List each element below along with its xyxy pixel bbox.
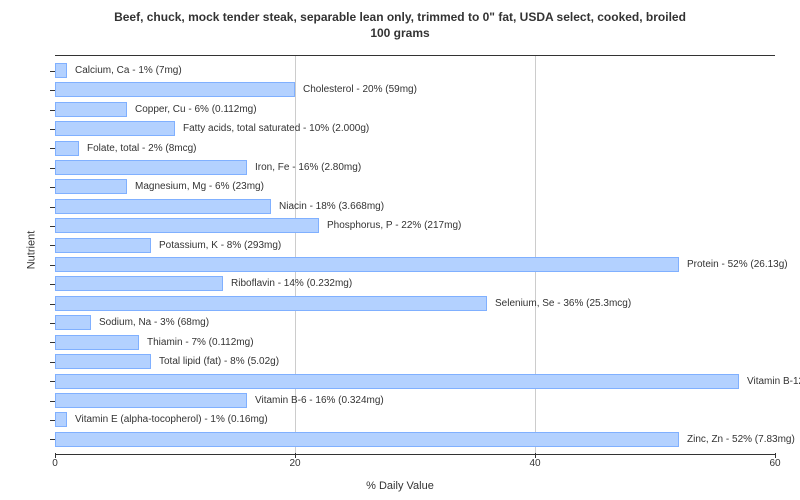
bar-label: Cholesterol - 20% (59mg) [297,81,417,98]
bar-row: Zinc, Zn - 52% (7.83mg) [55,431,775,448]
bar-row: Phosphorus, P - 22% (217mg) [55,217,775,234]
bar-label: Iron, Fe - 16% (2.80mg) [249,159,361,176]
y-tick-mark [50,381,55,382]
y-tick-mark [50,90,55,91]
y-tick-mark [50,265,55,266]
bar-label: Vitamin B-12 - 57% (3.42mcg) [741,373,800,390]
y-tick-mark [50,110,55,111]
bar-label: Calcium, Ca - 1% (7mg) [69,62,182,79]
bar-row: Sodium, Na - 3% (68mg) [55,314,775,331]
title-line2: 100 grams [370,26,429,40]
bar-row: Calcium, Ca - 1% (7mg) [55,62,775,79]
bar [55,393,247,408]
x-tick-label: 20 [289,458,300,469]
x-tick-label: 60 [769,458,780,469]
bar [55,315,91,330]
bar-label: Protein - 52% (26.13g) [681,256,788,273]
bar-label: Folate, total - 2% (8mcg) [81,140,196,157]
y-tick-mark [50,284,55,285]
y-tick-mark [50,207,55,208]
y-tick-mark [50,245,55,246]
title-line1: Beef, chuck, mock tender steak, separabl… [114,10,686,24]
bar [55,412,67,427]
chart-title: Beef, chuck, mock tender steak, separabl… [0,10,800,41]
y-axis-label: Nutrient [25,231,37,270]
bar-row: Riboflavin - 14% (0.232mg) [55,275,775,292]
bar [55,82,295,97]
bar-label: Zinc, Zn - 52% (7.83mg) [681,431,795,448]
bar-row: Vitamin E (alpha-tocopherol) - 1% (0.16m… [55,411,775,428]
bar [55,102,127,117]
y-tick-mark [50,168,55,169]
bar [55,160,247,175]
bar-label: Thiamin - 7% (0.112mg) [141,334,254,351]
bar-label: Riboflavin - 14% (0.232mg) [225,275,352,292]
y-tick-mark [50,148,55,149]
bar-row: Iron, Fe - 16% (2.80mg) [55,159,775,176]
bar-label: Fatty acids, total saturated - 10% (2.00… [177,120,369,137]
bar-label: Selenium, Se - 36% (25.3mcg) [489,295,631,312]
bar [55,296,487,311]
bar [55,63,67,78]
bar-label: Copper, Cu - 6% (0.112mg) [129,101,257,118]
x-tick-label: 40 [529,458,540,469]
y-tick-mark [50,129,55,130]
bar-label: Vitamin B-6 - 16% (0.324mg) [249,392,384,409]
bar-row: Protein - 52% (26.13g) [55,256,775,273]
y-tick-mark [50,304,55,305]
bar-row: Potassium, K - 8% (293mg) [55,237,775,254]
bar [55,199,271,214]
bar-row: Vitamin B-12 - 57% (3.42mcg) [55,373,775,390]
bar [55,257,679,272]
y-tick-mark [50,362,55,363]
x-axis-label: % Daily Value [0,480,800,492]
x-axis-ticks: 0204060 [55,458,775,478]
bar-row: Copper, Cu - 6% (0.112mg) [55,101,775,118]
bar [55,238,151,253]
bar [55,354,151,369]
y-tick-mark [50,226,55,227]
bar-label: Niacin - 18% (3.668mg) [273,198,384,215]
bars-container: Calcium, Ca - 1% (7mg) Cholesterol - 20% … [55,62,775,448]
bar-label: Potassium, K - 8% (293mg) [153,237,281,254]
bar [55,218,319,233]
y-tick-mark [50,439,55,440]
bar [55,432,679,447]
bar-row: Cholesterol - 20% (59mg) [55,81,775,98]
bar-row: Niacin - 18% (3.668mg) [55,198,775,215]
plot-area: Calcium, Ca - 1% (7mg) Cholesterol - 20% … [55,55,775,455]
nutrient-chart: Beef, chuck, mock tender steak, separabl… [0,0,800,500]
x-tick-label: 0 [52,458,58,469]
y-tick-mark [50,323,55,324]
y-tick-mark [50,187,55,188]
y-tick-mark [50,401,55,402]
bar [55,335,139,350]
bar-row: Total lipid (fat) - 8% (5.02g) [55,353,775,370]
bar [55,141,79,156]
bar-row: Magnesium, Mg - 6% (23mg) [55,178,775,195]
bar-label: Magnesium, Mg - 6% (23mg) [129,178,264,195]
bar-row: Thiamin - 7% (0.112mg) [55,334,775,351]
bar [55,179,127,194]
y-tick-mark [50,342,55,343]
bar-row: Folate, total - 2% (8mcg) [55,140,775,157]
bar-row: Selenium, Se - 36% (25.3mcg) [55,295,775,312]
y-tick-mark [50,71,55,72]
bar [55,121,175,136]
bar-label: Sodium, Na - 3% (68mg) [93,314,209,331]
bar [55,276,223,291]
bar-label: Total lipid (fat) - 8% (5.02g) [153,353,279,370]
bar [55,374,739,389]
bar-row: Fatty acids, total saturated - 10% (2.00… [55,120,775,137]
bar-label: Vitamin E (alpha-tocopherol) - 1% (0.16m… [69,411,268,428]
bar-label: Phosphorus, P - 22% (217mg) [321,217,461,234]
y-tick-mark [50,420,55,421]
bar-row: Vitamin B-6 - 16% (0.324mg) [55,392,775,409]
